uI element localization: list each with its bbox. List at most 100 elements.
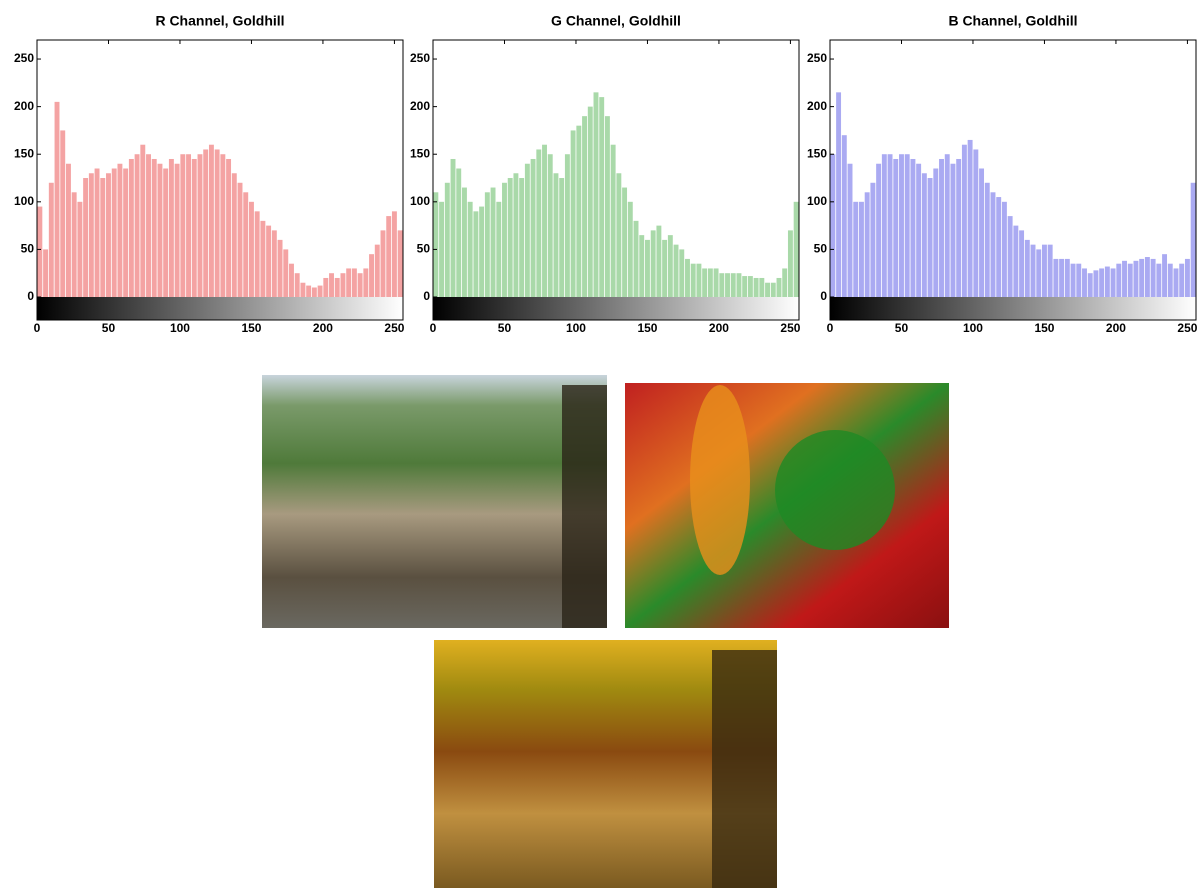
bar: [271, 230, 277, 297]
bar: [536, 149, 542, 297]
bar: [910, 158, 916, 297]
bar: [622, 187, 628, 297]
x-tick-label: 50: [498, 321, 512, 335]
bar: [1082, 268, 1087, 297]
y-tick-label: 50: [814, 242, 828, 256]
y-tick-label: 100: [14, 194, 34, 208]
bar: [484, 192, 490, 297]
bar: [311, 287, 317, 297]
bar: [570, 130, 576, 297]
bar: [576, 125, 582, 298]
bar: [363, 268, 369, 297]
bar: [1184, 258, 1190, 297]
y-tick-label: 50: [417, 242, 431, 256]
bar: [140, 144, 146, 297]
bar: [317, 285, 323, 297]
x-tick-label: 150: [241, 321, 261, 335]
bar: [984, 182, 990, 297]
x-tick-label: 250: [384, 321, 404, 335]
bar: [43, 249, 49, 297]
y-tick-label: 200: [14, 99, 34, 113]
bar: [197, 154, 203, 297]
bar: [1007, 216, 1013, 297]
photo-detail: [690, 385, 750, 575]
x-tick-label: 0: [430, 321, 437, 335]
bar: [479, 206, 485, 297]
goldhill-photo: [262, 375, 607, 628]
bar: [1110, 268, 1116, 297]
photo-shadow: [562, 385, 607, 628]
bar: [157, 163, 163, 297]
bar: [151, 158, 157, 297]
bar: [979, 168, 985, 297]
bar: [736, 273, 742, 297]
bar: [502, 182, 507, 297]
bar: [220, 154, 226, 297]
y-tick-label: 50: [21, 242, 35, 256]
axes-frame: [36, 39, 404, 321]
bar: [1041, 244, 1047, 297]
bar: [881, 154, 887, 297]
y-tick-label: 150: [410, 146, 430, 160]
bar: [770, 282, 776, 297]
bar: [450, 158, 456, 297]
bar: [54, 101, 60, 298]
bar: [707, 268, 713, 297]
bar: [340, 273, 346, 297]
bar: [1093, 270, 1099, 297]
bar: [391, 211, 397, 297]
bar: [357, 273, 363, 297]
bar: [386, 216, 392, 297]
bar: [456, 168, 462, 297]
bar: [876, 163, 882, 297]
bar: [564, 154, 570, 297]
bar: [294, 273, 300, 297]
bar: [616, 173, 622, 297]
bar: [1019, 230, 1025, 297]
bar: [524, 163, 530, 297]
axes-frame: [829, 39, 1197, 321]
bar: [1104, 266, 1110, 297]
bar: [1116, 263, 1122, 297]
bar: [231, 173, 237, 297]
bar: [123, 168, 129, 297]
bar: [1099, 268, 1105, 297]
bar: [208, 144, 214, 297]
gray-scale-bar: [433, 297, 799, 320]
bar: [747, 276, 753, 297]
bar: [1133, 260, 1139, 297]
bar: [128, 158, 134, 297]
bar: [346, 268, 352, 297]
bar: [793, 201, 799, 297]
bar: [604, 116, 610, 297]
bar: [841, 135, 847, 297]
bar: [1122, 260, 1127, 297]
bar: [60, 130, 66, 297]
bar: [887, 154, 893, 297]
bar: [163, 168, 169, 297]
bar: [100, 178, 106, 297]
x-tick-label: 150: [1034, 321, 1054, 335]
bar: [77, 201, 83, 297]
bar: [467, 201, 473, 297]
bar: [490, 187, 496, 297]
bar: [306, 285, 312, 297]
bar: [146, 154, 151, 297]
bar: [513, 173, 519, 297]
bar: [553, 173, 559, 297]
bar: [1053, 258, 1059, 297]
bar: [1001, 201, 1007, 297]
bar: [776, 277, 782, 297]
bar: [1150, 258, 1156, 297]
bar: [996, 197, 1002, 297]
bar: [397, 230, 403, 297]
gray-scale-bar: [37, 297, 403, 320]
bar: [254, 211, 260, 297]
bar: [444, 182, 450, 297]
bar: [547, 154, 553, 297]
bar: [956, 158, 962, 297]
bar: [334, 277, 340, 297]
bar: [374, 244, 380, 297]
bar: [1127, 263, 1133, 297]
